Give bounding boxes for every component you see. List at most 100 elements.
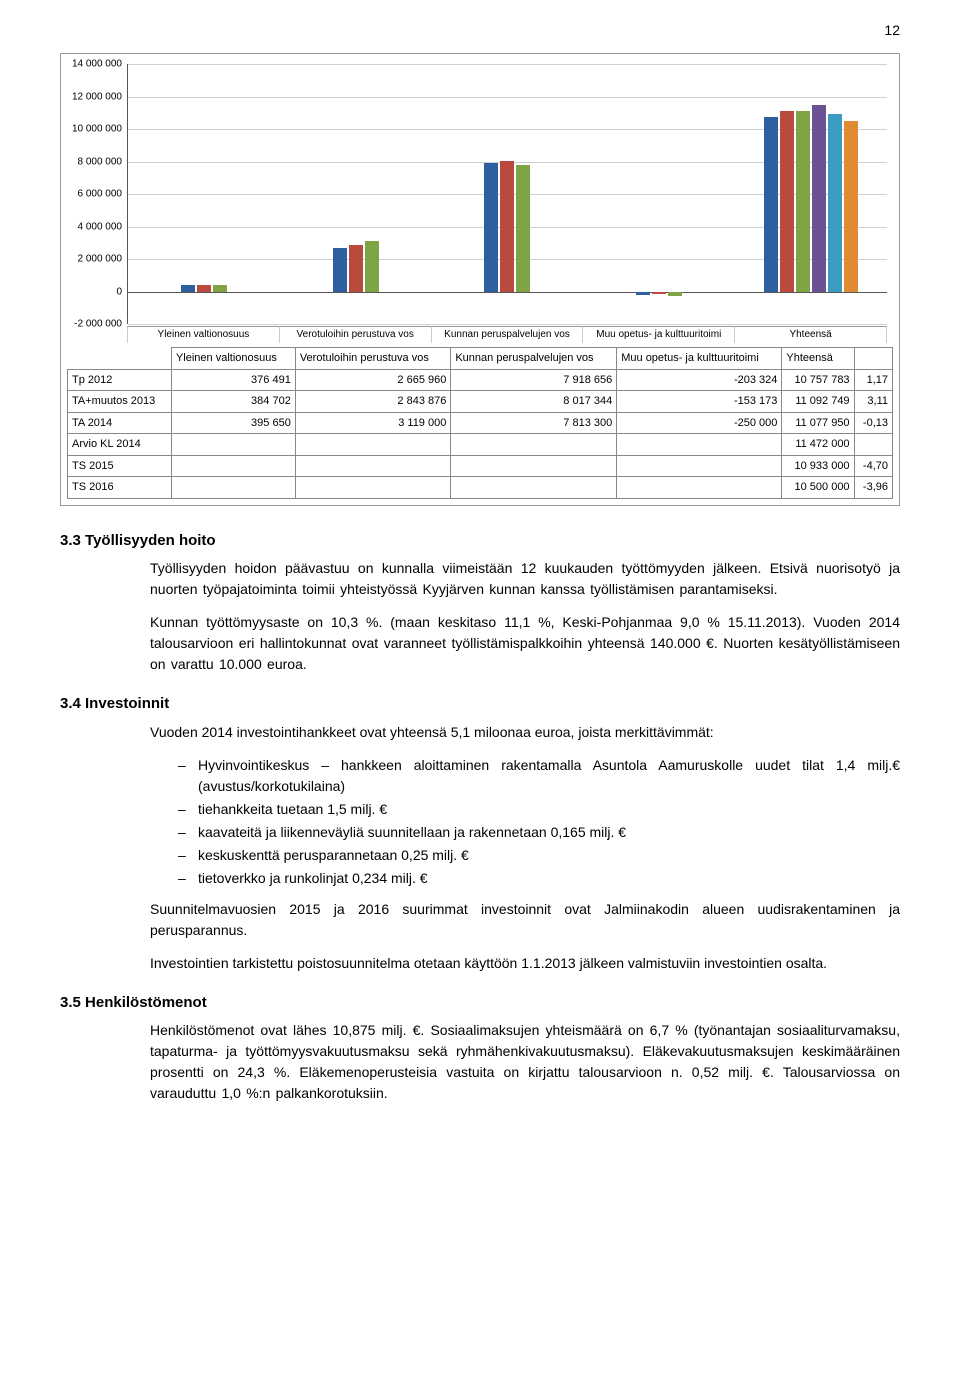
table-cell: TS 2016 <box>68 477 172 499</box>
table-cell: 7 813 300 <box>451 412 617 434</box>
chart-y-label: 10 000 000 <box>64 122 122 137</box>
chart-table-container: -2 000 000 0 2 000 000 4 000 000 6 000 000 8 … <box>60 53 900 506</box>
table-cell: 376 491 <box>171 369 295 391</box>
section-heading-3-5: 3.5 Henkilöstömenot <box>60 992 900 1015</box>
table-cell: 8 017 344 <box>451 391 617 413</box>
list-item: tiehankkeita tuetaan 1,5 milj. € <box>178 799 900 820</box>
table-cell: 1,17 <box>854 369 892 391</box>
chart-y-label: 12 000 000 <box>64 89 122 104</box>
chart-bar <box>349 245 363 291</box>
table-header-cell: Kunnan peruspalvelujen vos <box>451 348 617 370</box>
table-cell: 7 918 656 <box>451 369 617 391</box>
body-text: Investointien tarkistettu poistosuunnite… <box>150 953 900 974</box>
chart-bar <box>668 292 682 296</box>
bullet-list: Hyvinvointikeskus – hankkeen aloittamine… <box>178 755 900 889</box>
table-cell <box>295 434 451 456</box>
chart-category-label: Yleinen valtionosuus <box>127 326 280 343</box>
table-cell <box>451 434 617 456</box>
table-cell <box>171 455 295 477</box>
table-cell <box>295 477 451 499</box>
table-cell: 3,11 <box>854 391 892 413</box>
body-text: Työllisyyden hoidon päävastuu on kunnall… <box>150 558 900 600</box>
chart-category-labels: Yleinen valtionosuusVerotuloihin perustu… <box>127 326 887 343</box>
table-cell: 2 665 960 <box>295 369 451 391</box>
chart-bar <box>484 163 498 292</box>
chart-y-label: 8 000 000 <box>64 154 122 169</box>
chart-bar <box>636 292 650 295</box>
chart-bar <box>500 161 514 291</box>
chart-y-label: 14 000 000 <box>64 57 122 72</box>
table-cell <box>451 477 617 499</box>
bar-chart: -2 000 00002 000 0004 000 0006 000 0008 … <box>127 64 887 324</box>
chart-y-label: 4 000 000 <box>64 219 122 234</box>
list-item: tietoverkko ja runkolinjat 0,234 milj. € <box>178 868 900 889</box>
table-row: Tp 2012376 4912 665 9607 918 656-203 324… <box>68 369 893 391</box>
chart-category-label: Yhteensä <box>735 326 887 343</box>
table-cell: TS 2015 <box>68 455 172 477</box>
table-header-cell <box>68 348 172 370</box>
chart-bar <box>213 285 227 291</box>
table-cell: 3 119 000 <box>295 412 451 434</box>
table-cell: -3,96 <box>854 477 892 499</box>
body-text: Suunnitelmavuosien 2015 ja 2016 suurimma… <box>150 899 900 941</box>
table-header-cell <box>854 348 892 370</box>
chart-y-label: -2 000 000 <box>64 317 122 332</box>
list-item: keskuskenttä perusparannetaan 0,25 milj.… <box>178 845 900 866</box>
table-row: TA 2014395 6503 119 0007 813 300-250 000… <box>68 412 893 434</box>
chart-bar <box>764 117 778 292</box>
table-cell: -0,13 <box>854 412 892 434</box>
chart-bar <box>516 165 530 292</box>
table-cell: -153 173 <box>617 391 782 413</box>
table-cell: Arvio KL 2014 <box>68 434 172 456</box>
chart-bar <box>333 248 347 291</box>
table-cell: 11 472 000 <box>782 434 854 456</box>
table-cell: 395 650 <box>171 412 295 434</box>
table-cell: -203 324 <box>617 369 782 391</box>
chart-bar <box>796 111 810 291</box>
chart-bar <box>844 121 858 292</box>
chart-bar <box>365 241 379 292</box>
chart-category-label: Muu opetus- ja kulttuuritoimi <box>583 326 735 343</box>
data-table: Yleinen valtionosuusVerotuloihin perustu… <box>67 347 893 499</box>
body-text: Vuoden 2014 investointihankkeet ovat yht… <box>150 722 900 743</box>
list-item: Hyvinvointikeskus – hankkeen aloittamine… <box>178 755 900 797</box>
table-row: TA+muutos 2013384 7022 843 8768 017 344-… <box>68 391 893 413</box>
chart-bar-group <box>128 64 280 324</box>
table-header-cell: Muu opetus- ja kulttuuritoimi <box>617 348 782 370</box>
chart-category-label: Kunnan peruspalvelujen vos <box>432 326 584 343</box>
table-cell <box>617 434 782 456</box>
list-item: kaavateitä ja liikenneväyliä suunnitella… <box>178 822 900 843</box>
table-row: TS 2016 10 500 000-3,96 <box>68 477 893 499</box>
chart-bar <box>780 111 794 291</box>
table-header-cell: Verotuloihin perustuva vos <box>295 348 451 370</box>
body-text: Kunnan työttömyysaste on 10,3 %. (maan k… <box>150 612 900 675</box>
chart-bar-group <box>280 64 432 324</box>
table-header-cell: Yhteensä <box>782 348 854 370</box>
table-cell: 11 092 749 <box>782 391 854 413</box>
table-cell: 11 077 950 <box>782 412 854 434</box>
table-cell: 10 933 000 <box>782 455 854 477</box>
chart-bar <box>652 292 666 294</box>
table-row: Arvio KL 2014 11 472 000 <box>68 434 893 456</box>
chart-bar <box>181 285 195 291</box>
chart-bar <box>828 114 842 292</box>
chart-y-label: 2 000 000 <box>64 252 122 267</box>
chart-category-label: Verotuloihin perustuva vos <box>280 326 432 343</box>
table-cell: 384 702 <box>171 391 295 413</box>
table-cell: TA 2014 <box>68 412 172 434</box>
table-cell: -4,70 <box>854 455 892 477</box>
table-cell <box>617 477 782 499</box>
chart-y-label: 6 000 000 <box>64 187 122 202</box>
table-cell: 10 500 000 <box>782 477 854 499</box>
chart-bar-group <box>583 64 735 324</box>
section-heading-3-4: 3.4 Investoinnit <box>60 693 900 716</box>
table-cell <box>617 455 782 477</box>
table-row: TS 2015 10 933 000-4,70 <box>68 455 893 477</box>
chart-bar <box>812 105 826 291</box>
chart-y-label: 0 <box>64 284 122 299</box>
table-header-cell: Yleinen valtionosuus <box>171 348 295 370</box>
chart-bar-group <box>735 64 887 324</box>
table-cell: -250 000 <box>617 412 782 434</box>
table-cell: TA+muutos 2013 <box>68 391 172 413</box>
chart-bar <box>197 285 211 291</box>
